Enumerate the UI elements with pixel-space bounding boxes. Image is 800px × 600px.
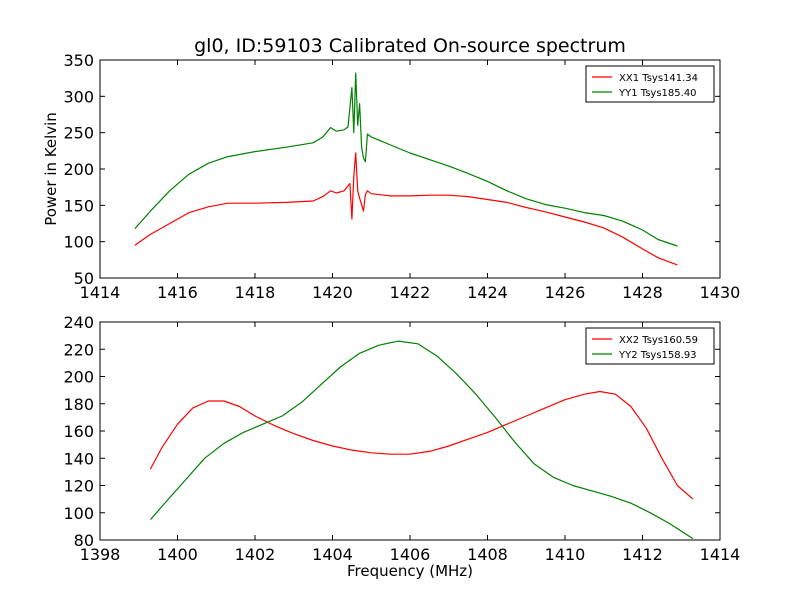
y-tick-label: 160 [63, 422, 94, 441]
x-tick-label: 1406 [390, 545, 431, 564]
legend-entry: XX1 Tsys141.34 [619, 73, 698, 84]
legend-box [585, 65, 715, 103]
chart-title: gl0, ID:59103 Calibrated On-source spect… [194, 35, 626, 57]
y-tick-label: 120 [63, 477, 94, 496]
x-tick-label: 1422 [390, 283, 431, 302]
y-tick-label: 220 [63, 340, 94, 359]
x-tick-label: 1404 [312, 545, 353, 564]
y-tick-label: 250 [63, 124, 94, 143]
y-tick-label: 150 [63, 196, 94, 215]
subplot-2: 1398 1400 1402 1404 1406 1408 1410 1412 1414 80 10… [63, 313, 740, 580]
y-tick-label: 50 [74, 269, 94, 288]
x-tick-label: 1418 [235, 283, 276, 302]
x-tick-label: 1398 [80, 545, 121, 564]
y-tick-label: 200 [63, 368, 94, 387]
y-tick-label: 100 [63, 233, 94, 252]
x-tick-label: 1416 [157, 283, 198, 302]
y-tick-label: 140 [63, 449, 94, 468]
y-tick-label: 200 [63, 160, 94, 179]
x-tick-label: 1430 [700, 283, 741, 302]
x-tick-label: 1410 [545, 545, 586, 564]
series-line-xx1 [134, 152, 678, 266]
y-axis-label: Power in Kelvin [42, 112, 60, 226]
legend-entry: YY2 Tsys158.93 [618, 350, 697, 361]
y-tick-label: 240 [63, 313, 94, 332]
y-tick-label: 100 [63, 504, 94, 523]
x-tick-label: 1400 [157, 545, 198, 564]
series-line-yy1 [134, 72, 678, 247]
x-tick-label: 1408 [467, 545, 508, 564]
subplot-1: 1414 1416 1418 1420 1422 1424 1426 1428 1430 50 10… [42, 35, 740, 302]
x-tick-label: 1402 [235, 545, 276, 564]
y-tick-label: 300 [63, 87, 94, 106]
y-tick-label: 180 [63, 395, 94, 414]
x-tick-label: 1414 [80, 283, 121, 302]
y-tick-label: 350 [63, 51, 94, 70]
x-tick-label: 1412 [622, 545, 663, 564]
x-tick-label: 1426 [545, 283, 586, 302]
x-tick-label: 1428 [622, 283, 663, 302]
x-tick-label: 1420 [312, 283, 353, 302]
series-line-xx2 [149, 390, 694, 500]
y-tick-label: 80 [74, 531, 94, 550]
x-tick-label: 1414 [700, 545, 741, 564]
legend-entry: YY1 Tsys185.40 [618, 88, 697, 99]
legend-entry: XX2 Tsys160.59 [619, 335, 698, 346]
series-line-yy2 [149, 340, 694, 540]
legend-box [585, 327, 715, 365]
x-tick-label: 1424 [467, 283, 508, 302]
x-axis-label: Frequency (MHz) [347, 562, 473, 580]
